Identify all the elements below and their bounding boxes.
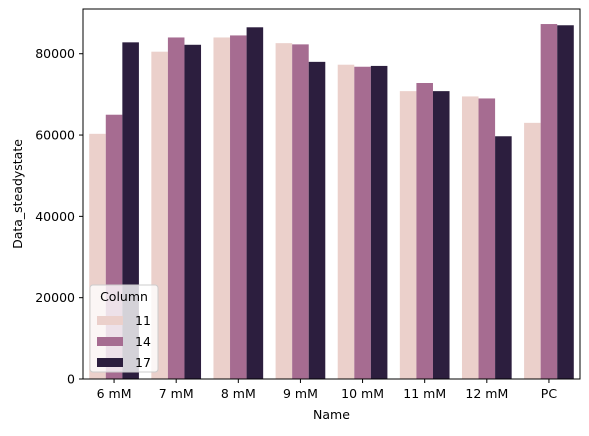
y-axis-ticks: 0 20000 40000 60000 80000 [35, 46, 83, 387]
y-tick-label: 0 [67, 372, 75, 387]
x-tick-label: 8 mM [221, 386, 256, 401]
x-tick-label: 10 mM [341, 386, 384, 401]
bar [478, 98, 496, 379]
y-tick-label: 20000 [35, 290, 75, 305]
bar [213, 37, 231, 379]
bar [557, 25, 574, 380]
bar [399, 91, 417, 379]
legend-box [89, 284, 159, 373]
bar [275, 43, 293, 380]
x-tick-label: 11 mM [403, 386, 446, 401]
axes-frame [82, 8, 581, 380]
legend-label: 17 [135, 355, 151, 370]
legend: Column 11 14 17 [89, 284, 159, 373]
bar [370, 65, 388, 379]
legend-items: 11 14 17 [97, 313, 151, 370]
bar [308, 61, 326, 379]
y-tick-label: 40000 [35, 209, 75, 224]
legend-swatch [97, 358, 123, 367]
legend-label: 14 [135, 334, 151, 349]
bars-group [89, 24, 574, 380]
bar [432, 91, 450, 379]
y-axis-title: Data_steadystate [10, 139, 25, 249]
legend-swatch [97, 316, 123, 325]
bar [230, 35, 247, 380]
x-tick-label: PC [541, 386, 558, 401]
y-tick-label: 60000 [35, 128, 75, 143]
x-tick-label: 12 mM [465, 386, 508, 401]
bar [246, 27, 264, 380]
x-tick-label: 7 mM [159, 386, 194, 401]
x-axis-title: Name [313, 407, 350, 422]
bar [495, 136, 512, 379]
x-axis-ticks: 6 mM 7 mM 8 mM 9 mM 10 mM 11 mM 12 mM PC [97, 379, 558, 401]
y-tick-label: 80000 [35, 46, 75, 61]
x-tick-label: 9 mM [283, 386, 318, 401]
legend-title: Column [100, 289, 148, 304]
legend-swatch [97, 337, 123, 346]
bar [461, 96, 479, 380]
bar [292, 44, 309, 379]
bar [167, 37, 185, 379]
legend-label: 11 [135, 313, 151, 328]
bar [354, 66, 371, 379]
x-tick-label: 6 mM [97, 386, 132, 401]
bar [337, 64, 355, 379]
bar [184, 44, 202, 380]
bar [524, 122, 541, 379]
bar [416, 83, 433, 379]
bar [540, 24, 558, 380]
